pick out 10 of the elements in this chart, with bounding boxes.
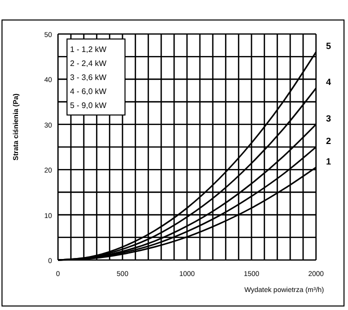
series-label: 2 bbox=[326, 136, 332, 146]
series-label: 1 bbox=[326, 156, 332, 166]
annotation: 1 - 1,2 kW bbox=[70, 45, 107, 54]
annotation: 4 - 6,0 kW bbox=[70, 87, 107, 96]
annotation: 2 - 2,4 kW bbox=[70, 59, 107, 68]
series-label: 3 bbox=[326, 113, 332, 124]
series-label: 5 bbox=[326, 41, 332, 52]
annotation: 5 - 9,0 kW bbox=[70, 101, 107, 110]
series-label: 4 bbox=[326, 77, 332, 88]
annotation: 3 - 3,6 kW bbox=[70, 73, 107, 82]
